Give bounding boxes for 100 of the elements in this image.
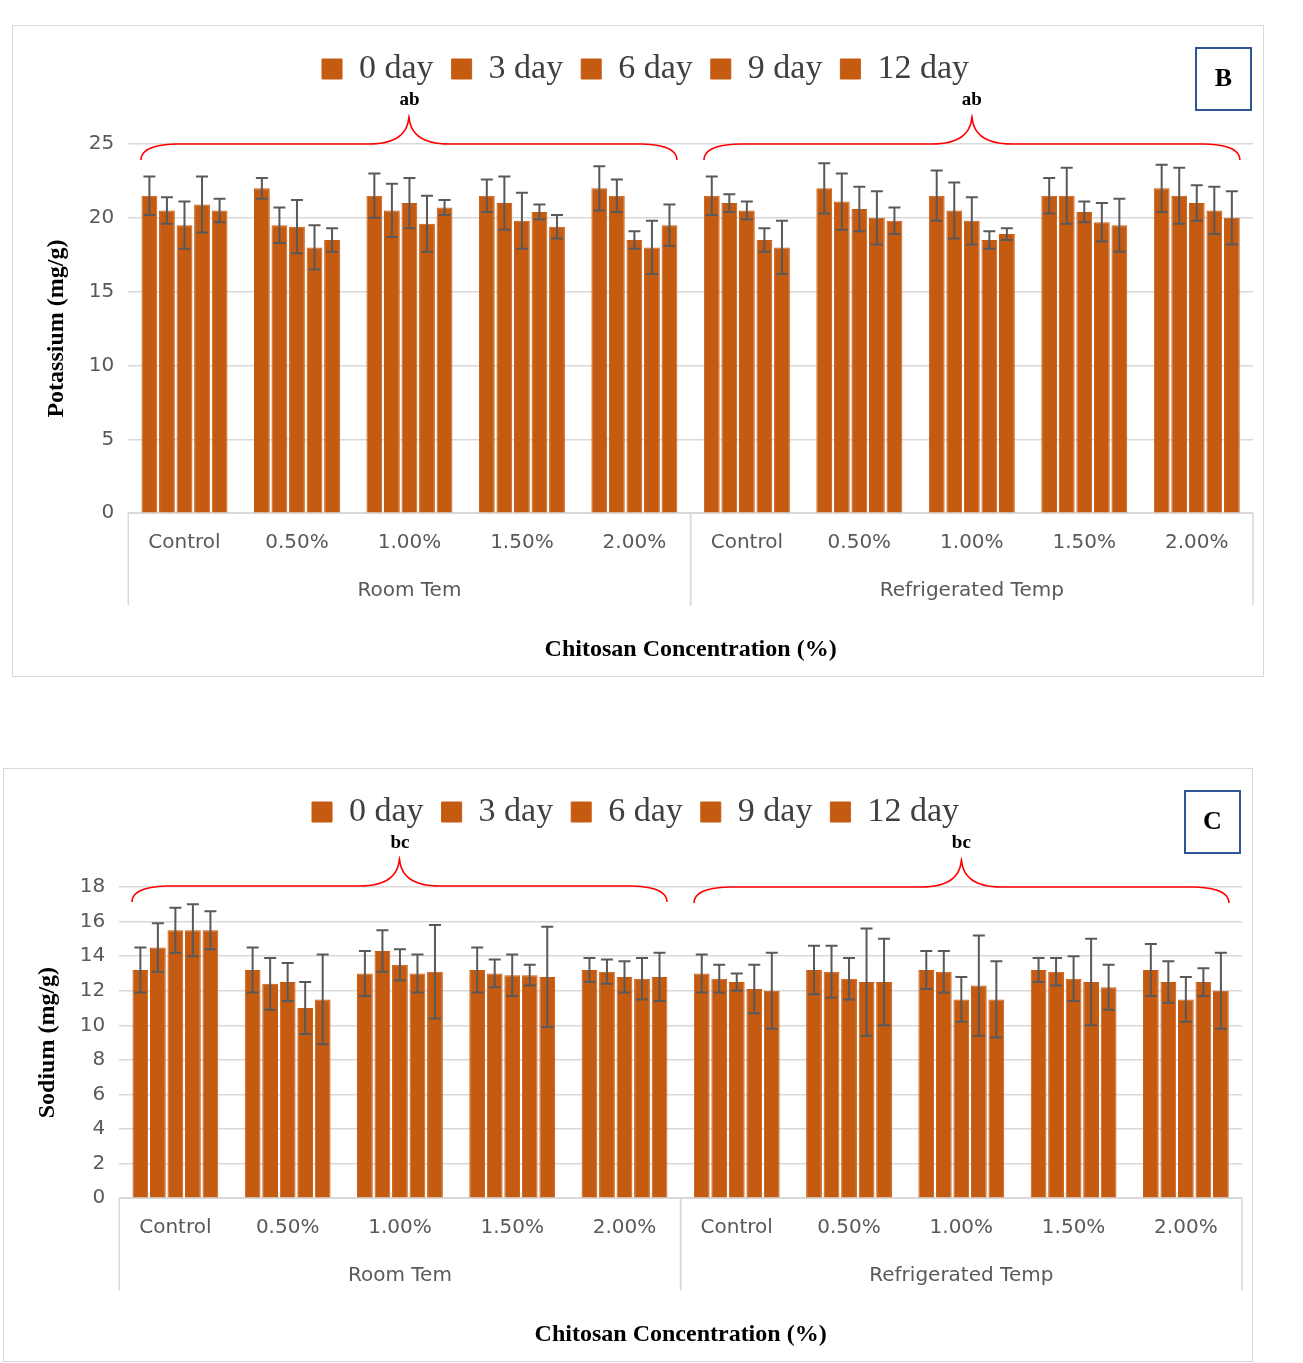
text: ab xyxy=(399,88,420,110)
bar xyxy=(946,210,963,513)
bar xyxy=(644,247,660,513)
x-tick-label: Control xyxy=(710,529,784,554)
bar xyxy=(1058,195,1075,513)
legend-label: 6 day xyxy=(618,47,693,85)
bar xyxy=(608,195,625,513)
bar xyxy=(756,239,773,513)
bar xyxy=(176,225,193,513)
legend-label: 6 day xyxy=(608,790,683,828)
bar xyxy=(374,950,391,1198)
x-tick-label: Control xyxy=(700,1214,773,1239)
x-tick-label: 2.00% xyxy=(592,1214,657,1239)
y-tick-label: 10 xyxy=(79,1011,106,1036)
bar xyxy=(539,976,556,1198)
text: B xyxy=(1214,62,1233,92)
bar xyxy=(999,234,1015,513)
x-axis-title: Chitosan Concentration (%) xyxy=(534,1319,827,1346)
y-tick-label: 0 xyxy=(101,499,115,524)
bar xyxy=(1111,225,1128,513)
y-tick-label: 18 xyxy=(79,873,106,898)
bar xyxy=(478,195,495,513)
bar xyxy=(935,971,952,1198)
legend-label: 9 day xyxy=(747,47,823,85)
bar xyxy=(721,203,738,513)
text: bc xyxy=(951,831,971,853)
bar xyxy=(194,204,210,513)
x-tick-label: 1.50% xyxy=(1041,1214,1106,1239)
bar xyxy=(469,969,486,1198)
y-tick-label: 5 xyxy=(101,425,115,450)
bar xyxy=(626,239,643,513)
bar xyxy=(427,971,443,1198)
bar xyxy=(1177,999,1194,1198)
bar xyxy=(384,210,400,513)
bar xyxy=(763,990,780,1198)
bar xyxy=(728,982,745,1198)
bar xyxy=(253,188,270,513)
y-tick-label: 4 xyxy=(92,1115,106,1140)
bar xyxy=(711,978,728,1198)
legend-label: 12 day xyxy=(877,47,969,85)
bar xyxy=(858,982,875,1198)
text: C xyxy=(1203,805,1222,835)
bar xyxy=(823,971,840,1198)
bar xyxy=(289,226,305,513)
x-tick-label: 1.50% xyxy=(1052,529,1117,554)
bar xyxy=(202,930,219,1198)
bar xyxy=(651,976,668,1198)
bar xyxy=(1206,210,1223,513)
bar xyxy=(211,210,228,513)
bar xyxy=(1213,990,1229,1198)
legend-label: 3 day xyxy=(488,47,564,85)
bar xyxy=(963,220,980,513)
bar xyxy=(496,203,513,513)
y-tick-label: 15 xyxy=(88,277,115,302)
bar xyxy=(970,985,987,1198)
bar xyxy=(581,969,598,1198)
x-tick-label: 0.50% xyxy=(817,1214,881,1239)
bar xyxy=(141,195,158,513)
bar xyxy=(918,969,935,1198)
bar xyxy=(833,201,850,513)
bar xyxy=(928,195,945,513)
bar xyxy=(591,188,608,513)
bar xyxy=(159,210,175,513)
bar xyxy=(851,208,868,513)
bar xyxy=(661,225,678,513)
bar xyxy=(693,973,710,1198)
bar xyxy=(314,999,331,1198)
bar xyxy=(738,210,755,513)
bar xyxy=(1142,969,1159,1198)
bar xyxy=(514,220,530,513)
bar xyxy=(1223,217,1240,513)
bar xyxy=(1100,987,1117,1198)
bar xyxy=(521,975,538,1198)
y-tick-label: 2 xyxy=(92,1149,106,1174)
bar xyxy=(886,220,903,513)
bar xyxy=(841,978,857,1198)
bar xyxy=(279,982,296,1198)
legend-label: 9 day xyxy=(737,790,813,828)
legend-label: 12 day xyxy=(867,790,959,828)
legend-label: 0 day xyxy=(359,47,434,85)
y-tick-label: 6 xyxy=(92,1080,106,1105)
x-tick-label: Control xyxy=(148,529,221,554)
text: Refrigerated Temp xyxy=(879,577,1064,602)
legend-label: 3 day xyxy=(478,790,554,828)
bar xyxy=(634,978,650,1198)
bar xyxy=(392,964,408,1198)
text: Room Tem xyxy=(347,1262,452,1287)
y-tick-label: 8 xyxy=(92,1046,106,1071)
bar xyxy=(953,999,970,1198)
x-tick-label: 1.00% xyxy=(940,529,1004,554)
bar xyxy=(401,203,418,513)
bar xyxy=(1093,222,1110,513)
bar xyxy=(1160,982,1177,1198)
y-tick-label: 14 xyxy=(79,942,106,967)
y-tick-label: 20 xyxy=(88,204,115,229)
x-tick-label: 2.00% xyxy=(1164,529,1229,554)
bar xyxy=(774,247,790,513)
text: ab xyxy=(961,88,982,110)
bar xyxy=(703,195,720,513)
text: bc xyxy=(390,830,410,852)
